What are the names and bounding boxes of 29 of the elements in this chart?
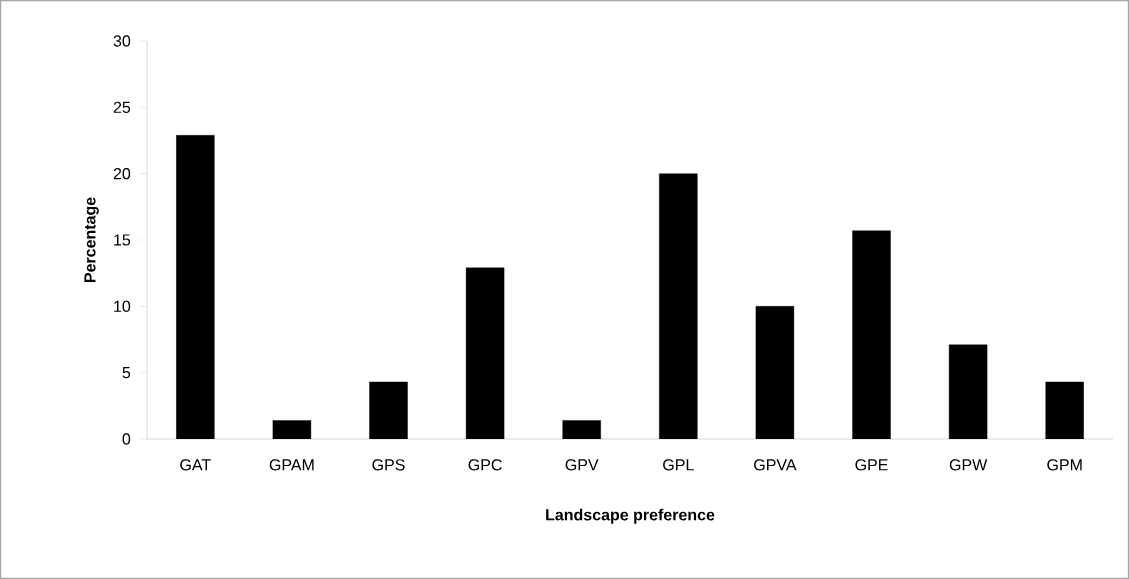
bar	[176, 134, 215, 439]
bar	[852, 230, 891, 439]
x-tick-label: GPAM	[269, 459, 314, 471]
bar	[1045, 381, 1084, 439]
y-tick-label: 25	[113, 101, 131, 113]
x-tick-label: GPV	[565, 459, 599, 471]
x-tick-label: GAT	[180, 459, 211, 471]
bar	[272, 420, 312, 439]
bar	[948, 344, 988, 439]
bar	[562, 420, 601, 439]
x-tick-label: GPW	[949, 459, 988, 471]
x-tick-label: GPC	[468, 459, 502, 471]
y-tick-label: 15	[114, 234, 131, 246]
x-tick-label: GPS	[372, 459, 405, 471]
x-tick-label: GPE	[855, 459, 888, 471]
x-axis-title: Landscape preference	[546, 508, 715, 524]
bar	[755, 306, 795, 439]
x-tick-label: GPM	[1047, 459, 1082, 471]
y-tick-label: 30	[113, 35, 131, 47]
bar	[659, 173, 698, 439]
x-tick-label: GPL	[663, 459, 694, 471]
y-tick-label: 20	[113, 168, 131, 180]
bar	[465, 267, 505, 439]
y-tick-label: 10	[114, 300, 131, 312]
y-tick-label: 5	[122, 367, 131, 379]
y-tick-label: 0	[122, 433, 131, 445]
bar	[369, 381, 408, 439]
y-axis-title: Percentage	[84, 197, 99, 283]
x-tick-label: GPVA	[754, 459, 797, 471]
